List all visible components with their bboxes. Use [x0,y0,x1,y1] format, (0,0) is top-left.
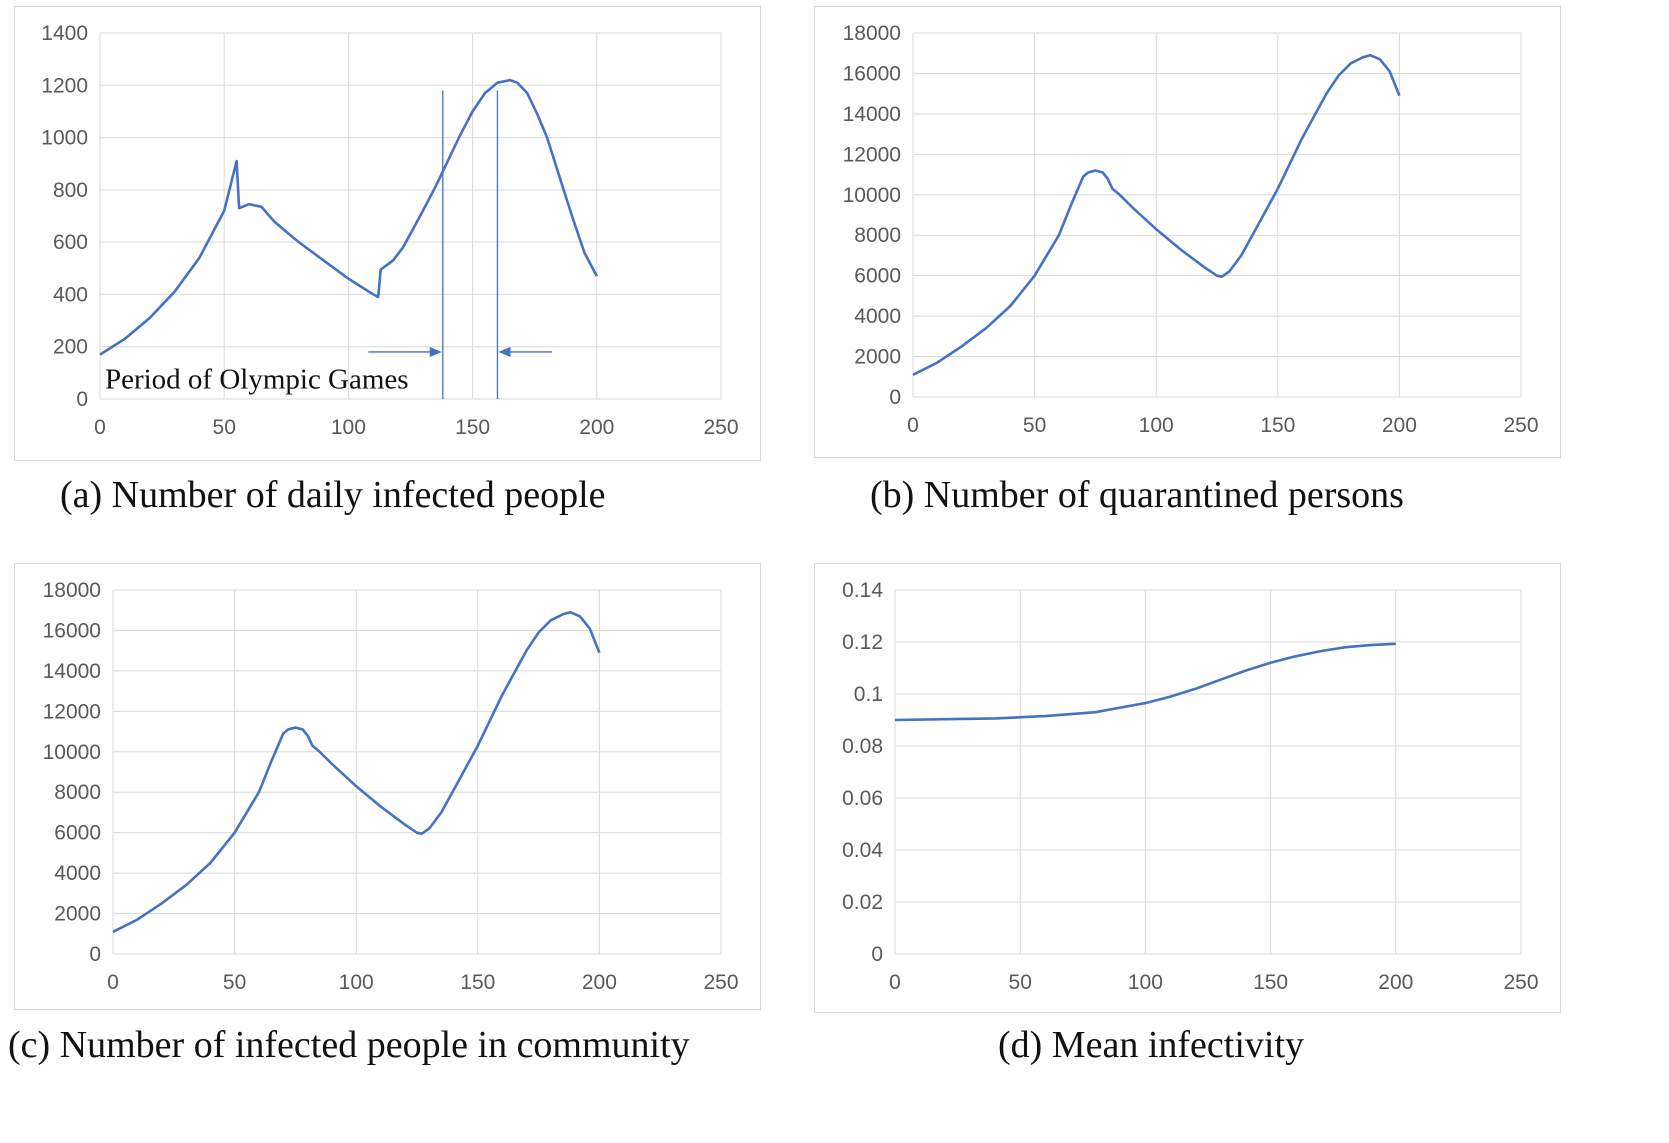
chart-b-xtick-label: 50 [1023,414,1046,437]
chart-c-ytick-label: 18000 [43,579,101,602]
chart-d-xtick-label: 50 [1009,971,1032,994]
chart-b-xtick-label: 100 [1139,414,1174,437]
chart-a-ytick-label: 0 [76,388,88,411]
chart-c-xtick-label: 50 [223,971,246,994]
chart-b-series-line [912,53,1401,376]
chart-a-ytick-label: 400 [53,283,88,306]
chart-c-ytick-label: 10000 [43,741,101,764]
chart-panel-a: 0 200 400 600 800 1000 1200 1400 0 50 100 150 200 250… [14,6,761,461]
olympic-period-label: Period of Olympic Games [105,364,409,396]
chart-b-ytick-label: 0 [889,386,901,409]
chart-a-xtick-label: 200 [579,416,614,439]
chart-d-xtick-label: 100 [1128,971,1163,994]
chart-a-xtick-label: 100 [331,416,366,439]
caption-d: (d) Mean infectivity [998,1024,1305,1066]
chart-a-ytick-label: 800 [53,179,88,202]
olympic-period-left-arrowhead [429,346,442,357]
chart-d-ytick-label: 0.06 [842,787,883,810]
chart-b-svg: 0200040006000800010000120001400016000180… [843,22,1539,437]
chart-d-series-line [894,642,1396,722]
chart-c-xtick-label: 200 [582,971,617,994]
caption-b: (b) Number of quarantined persons [870,474,1404,516]
chart-a-xtick-label: 250 [703,416,738,439]
chart-b-ytick-label: 12000 [843,143,901,166]
chart-c-series-line [112,610,601,933]
chart-d-xtick-label: 250 [1503,971,1538,994]
chart-d-ytick-label: 0.02 [842,891,883,914]
chart-d-ytick-label: 0.12 [842,631,883,654]
chart-c-ytick-label: 0 [89,943,101,966]
chart-a-xtick-label: 50 [213,416,236,439]
chart-c-ytick-label: 6000 [54,822,101,845]
chart-b-ytick-label: 2000 [854,346,901,369]
chart-c-ytick-label: 2000 [54,903,101,926]
caption-a: (a) Number of daily infected people [60,474,606,516]
chart-a-ytick-label: 1200 [41,74,88,97]
chart-b-xtick-label: 150 [1260,414,1295,437]
chart-a-ytick-label: 200 [53,336,88,359]
chart-c-ytick-label: 12000 [43,700,101,723]
chart-d-xtick-label: 0 [889,971,901,994]
chart-d-xtick-label: 150 [1253,971,1288,994]
chart-a-series-line [99,78,598,356]
chart-d-ytick-label: 0.04 [842,839,883,862]
chart-d-ytick-label: 0.14 [842,579,883,602]
chart-b-xtick-label: 0 [907,414,919,437]
chart-a-svg: 0 200 400 600 800 1000 1200 1400 0 50 100 150 200 250… [41,22,738,439]
chart-a-ytick-label: 1400 [41,22,88,45]
chart-d-ytick-label: 0.1 [854,683,883,706]
chart-b-ytick-label: 10000 [843,184,901,207]
chart-b-ytick-label: 18000 [843,22,901,45]
chart-panel-c: 0 2000 4000 6000 8000 10000 12000 14000 16000 180… [14,563,761,1010]
chart-c-ytick-label: 16000 [43,619,101,642]
chart-b-ytick-label: 16000 [843,62,901,85]
chart-b-xtick-label: 200 [1382,414,1417,437]
chart-panel-b: 0 2000 4000 6000 8000 10000 12000 14000 16000 180… [814,6,1561,458]
caption-c: (c) Number of infected people in communi… [8,1024,690,1066]
olympic-period-right-arrowhead [498,346,511,357]
chart-c-xtick-label: 150 [460,971,495,994]
chart-c-svg: 0200040006000800010000120001400016000180… [43,579,739,994]
chart-a-ytick-label: 1000 [41,127,88,150]
chart-b-ytick-label: 14000 [843,103,901,126]
chart-d-xtick-label: 200 [1378,971,1413,994]
chart-b-xtick-label: 250 [1503,414,1538,437]
chart-c-ytick-label: 8000 [54,781,101,804]
chart-panel-d: 0 0.02 0.04 0.06 0.08 0.1 0.12 0.14 0 50 100 150 200… [814,563,1561,1013]
chart-a-ytick-label: 600 [53,231,88,254]
chart-d-svg: 0 0.02 0.04 0.06 0.08 0.1 0.12 0.14 0 50 100 150 200… [842,579,1538,994]
chart-d-ytick-label: 0.08 [842,735,883,758]
chart-b-ytick-label: 8000 [854,224,901,247]
chart-c-xtick-label: 0 [107,971,119,994]
chart-c-xtick-label: 100 [339,971,374,994]
chart-c-ytick-label: 4000 [54,862,101,885]
chart-c-ytick-label: 14000 [43,660,101,683]
chart-a-xtick-label: 0 [94,416,106,439]
chart-c-xtick-label: 250 [703,971,738,994]
chart-b-ytick-label: 4000 [854,305,901,328]
chart-d-ytick-label: 0 [871,943,883,966]
chart-a-xtick-label: 150 [455,416,490,439]
chart-b-ytick-label: 6000 [854,265,901,288]
